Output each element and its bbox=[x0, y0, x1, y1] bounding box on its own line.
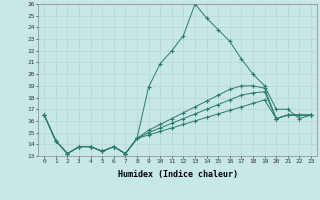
X-axis label: Humidex (Indice chaleur): Humidex (Indice chaleur) bbox=[118, 170, 238, 179]
